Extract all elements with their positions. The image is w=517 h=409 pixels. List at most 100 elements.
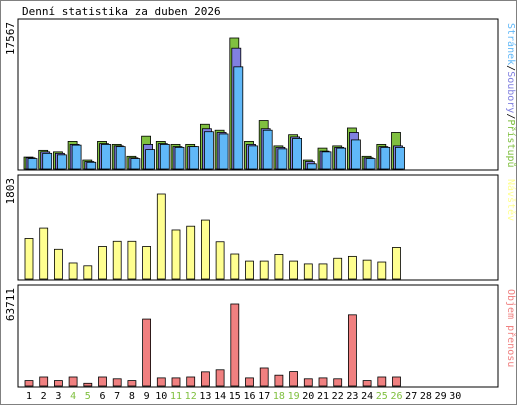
bar-traffic-Stránek-2 [42, 152, 53, 170]
x-tick-label-8: 8 [129, 391, 135, 402]
x-tick-label-21: 21 [317, 391, 329, 402]
bar-traffic-Stránek-4 [71, 144, 82, 170]
bar-traffic-Stránek-22 [336, 147, 347, 170]
bar-visits-14 [215, 241, 225, 280]
bar-traffic-Stránek-25 [380, 146, 391, 170]
bar-visits-8 [127, 240, 137, 280]
legend-entry-Soubory: Soubory [505, 71, 516, 113]
x-tick-label-14: 14 [214, 391, 226, 402]
bar-visits-23 [347, 255, 357, 280]
bar-traffic-Stránek-26 [395, 146, 405, 170]
legend-entry-Přístupů: Přístupů [505, 119, 517, 167]
bar-volume-15 [230, 303, 240, 387]
panel-traffic: 17567 Stránek/Soubory/Přístupů [4, 18, 517, 171]
legend-volume: Objem přenosu [505, 289, 517, 367]
bar-visits-11 [171, 229, 181, 280]
bar-traffic-Stránek-7 [115, 146, 126, 170]
bar-volume-16 [245, 377, 254, 387]
x-tick-label-3: 3 [55, 391, 61, 402]
bar-visits-10 [156, 193, 166, 280]
bar-visits-9 [142, 246, 152, 280]
panel-frame-visits [17, 174, 499, 281]
ymax-label-visits: 1803 [4, 178, 17, 205]
bar-volume-11 [171, 377, 181, 387]
bar-volume-3 [54, 380, 63, 387]
x-tick-label-27: 27 [405, 391, 417, 402]
bar-volume-24 [362, 380, 372, 387]
bar-visits-1 [24, 238, 34, 280]
bar-visits-4 [68, 262, 78, 280]
bar-volume-5 [83, 382, 93, 387]
x-tick-label-9: 9 [144, 391, 150, 402]
bar-volume-14 [215, 369, 225, 387]
bar-visits-24 [362, 259, 372, 280]
x-tick-label-7: 7 [114, 391, 120, 402]
bar-visits-6 [98, 246, 107, 280]
x-tick-label-24: 24 [361, 391, 373, 402]
bar-volume-12 [186, 376, 196, 387]
x-tick-label-1: 1 [26, 391, 32, 402]
bar-volume-7 [112, 378, 122, 387]
bar-traffic-Stránek-20 [306, 163, 317, 170]
bar-visits-22 [333, 257, 343, 280]
x-tick-label-6: 6 [99, 391, 105, 402]
bar-visits-13 [200, 219, 210, 280]
x-tick-label-16: 16 [243, 391, 255, 402]
chart-title: Denní statistika za duben 2026 [22, 5, 221, 18]
x-tick-label-2: 2 [41, 391, 47, 402]
bar-traffic-Stránek-16 [248, 145, 258, 170]
x-tick-label-25: 25 [376, 391, 388, 402]
bar-traffic-Stránek-6 [101, 143, 111, 170]
bar-traffic-Stránek-23 [350, 139, 361, 170]
legend-traffic: Stránek/Soubory/Přístupů [505, 23, 517, 168]
legend-visits: Návštěv [505, 179, 517, 221]
x-tick-label-26: 26 [390, 391, 402, 402]
bar-visits-26 [392, 247, 401, 280]
x-tick-label-15: 15 [229, 391, 241, 402]
bar-traffic-Stránek-1 [27, 158, 38, 170]
legend-entry-Objem přenosu: Objem přenosu [505, 289, 517, 367]
bar-volume-8 [127, 380, 137, 387]
bar-traffic-Stránek-17 [262, 129, 273, 170]
bar-traffic-Stránek-18 [277, 148, 288, 170]
bar-visits-15 [230, 253, 240, 280]
bar-volume-23 [347, 314, 357, 387]
x-tick-label-11: 11 [170, 391, 182, 402]
bar-traffic-Stránek-5 [86, 161, 97, 170]
x-tick-label-28: 28 [420, 391, 432, 402]
bar-traffic-Stránek-19 [292, 138, 303, 170]
bar-volume-20 [303, 378, 313, 387]
panel-volume: 63711 Objem přenosu [4, 284, 517, 388]
x-tick-label-17: 17 [258, 391, 270, 402]
x-tick-label-5: 5 [85, 391, 91, 402]
bar-volume-17 [259, 367, 269, 387]
x-tick-label-4: 4 [70, 391, 76, 402]
x-tick-label-18: 18 [273, 391, 285, 402]
x-tick-label-22: 22 [332, 391, 344, 402]
bar-volume-25 [377, 376, 387, 387]
bar-traffic-Stránek-14 [218, 133, 229, 170]
bar-traffic-Stránek-13 [203, 131, 214, 170]
x-tick-label-30: 30 [449, 391, 461, 402]
bar-visits-19 [289, 260, 299, 280]
bar-traffic-Stránek-9 [145, 149, 156, 170]
bar-volume-26 [392, 376, 401, 387]
bar-volume-19 [289, 371, 299, 387]
bar-volume-9 [142, 318, 152, 387]
bar-visits-12 [186, 225, 196, 280]
x-tick-label-19: 19 [288, 391, 300, 402]
bar-visits-20 [303, 263, 313, 280]
bar-visits-18 [274, 254, 284, 280]
x-tick-label-13: 13 [199, 391, 211, 402]
ymax-label-volume: 63711 [4, 288, 17, 321]
legend-separator: / [505, 113, 516, 119]
legend-entry-Návštěv: Návštěv [505, 179, 517, 221]
x-tick-label-29: 29 [435, 391, 447, 402]
x-tick-label-23: 23 [346, 391, 358, 402]
bar-visits-25 [377, 261, 387, 280]
panel-visits: 1803 Návštěv [4, 174, 517, 281]
legend-entry-Stránek: Stránek [505, 23, 517, 65]
bar-traffic-Stránek-21 [321, 151, 332, 170]
